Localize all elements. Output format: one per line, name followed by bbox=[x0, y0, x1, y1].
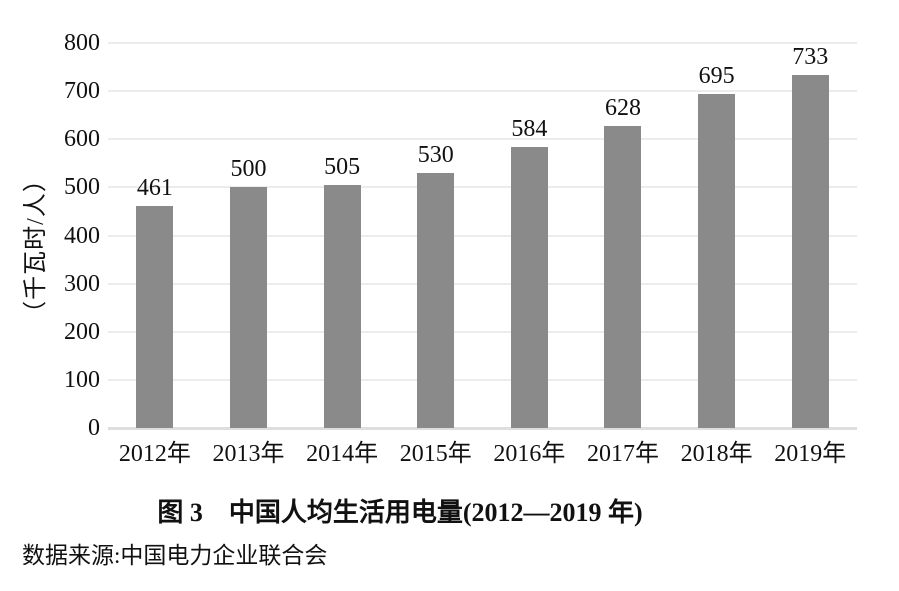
bar-value-label: 530 bbox=[417, 141, 454, 168]
x-tick-label: 2012年 bbox=[118, 441, 191, 467]
x-tick-label: 2014年 bbox=[306, 441, 379, 467]
x-tick-label: 2016年 bbox=[493, 441, 566, 467]
bar-2014年 bbox=[323, 184, 361, 428]
bar-value-label: 500 bbox=[230, 156, 267, 183]
x-tick-label: 2019年 bbox=[774, 441, 847, 467]
bar-2013年 bbox=[229, 187, 267, 428]
bar-value-label: 505 bbox=[324, 153, 361, 180]
bar-2018年 bbox=[698, 93, 736, 428]
y-tick-label: 500 bbox=[64, 174, 100, 201]
y-tick-label: 300 bbox=[64, 270, 100, 297]
bar-value-label: 695 bbox=[698, 62, 735, 89]
gridline bbox=[108, 42, 857, 44]
x-tick-label: 2013年 bbox=[212, 441, 285, 467]
y-tick-label: 100 bbox=[64, 366, 100, 393]
bar-2016年 bbox=[510, 146, 548, 428]
gridline bbox=[108, 90, 857, 93]
bar-value-label: 461 bbox=[136, 175, 173, 202]
y-tick-label: 700 bbox=[64, 78, 100, 105]
bar-value-label: 628 bbox=[604, 94, 641, 121]
bar-2019年 bbox=[791, 75, 829, 428]
data-source-note: 数据来源:中国电力企业联合会 bbox=[22, 543, 328, 568]
gridline bbox=[108, 330, 857, 333]
gridline bbox=[108, 186, 857, 189]
y-tick-label: 600 bbox=[64, 126, 100, 153]
x-tick-label: 2017年 bbox=[586, 441, 659, 467]
gridline bbox=[108, 378, 857, 381]
bar-2017年 bbox=[604, 125, 642, 428]
y-tick-label: 400 bbox=[64, 222, 100, 249]
y-tick-label: 0 bbox=[88, 415, 100, 441]
bar-2012年 bbox=[136, 206, 174, 428]
gridline bbox=[108, 282, 857, 285]
bar-2015年 bbox=[417, 172, 455, 428]
bar-value-label: 584 bbox=[511, 115, 548, 142]
x-tick-label: 2015年 bbox=[399, 441, 472, 467]
bar-value-label: 733 bbox=[792, 44, 829, 71]
x-tick-label: 2018年 bbox=[680, 441, 753, 467]
y-tick-label: 200 bbox=[64, 318, 100, 345]
figure-caption: 图 3 中国人均生活用电量(2012—2019 年) bbox=[157, 498, 643, 527]
gridline bbox=[108, 234, 857, 237]
y-tick-label: 800 bbox=[64, 30, 100, 56]
gridline bbox=[108, 138, 857, 141]
x-axis-baseline bbox=[108, 427, 857, 430]
